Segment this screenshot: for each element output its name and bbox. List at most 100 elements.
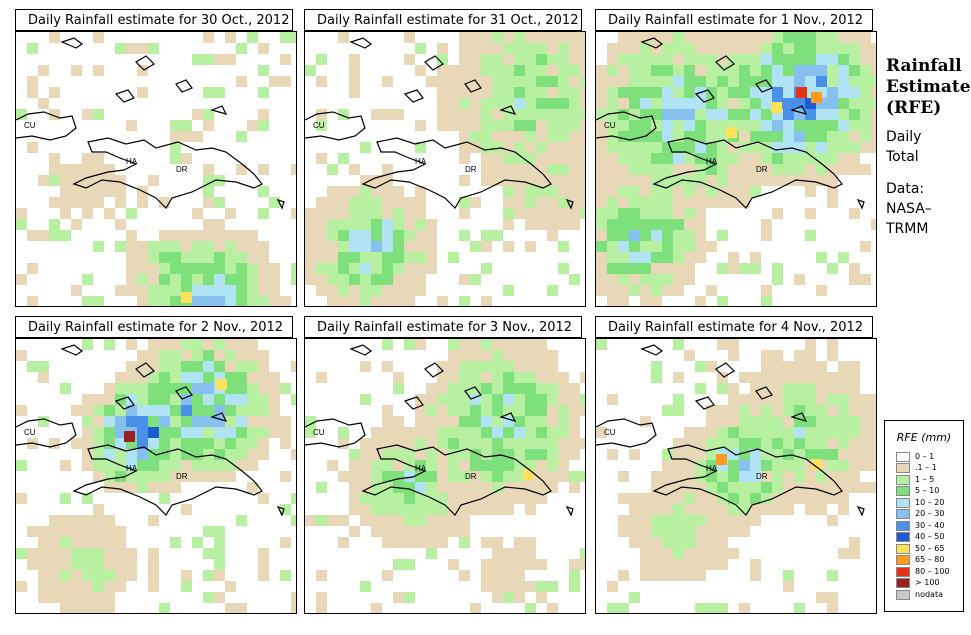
rainfall-cell	[503, 87, 514, 98]
rainfall-cell	[126, 120, 137, 131]
rainfall-cell	[503, 109, 514, 120]
rainfall-cell	[838, 504, 849, 515]
rainfall-cell	[662, 142, 673, 153]
rainfall-cell	[739, 471, 750, 482]
rainfall-cell	[525, 131, 536, 142]
rainfall-cell	[137, 460, 148, 471]
rainfall-cell	[618, 296, 629, 306]
rainfall-cell	[849, 131, 860, 142]
rainfall-cell	[794, 164, 805, 175]
rainfall-cell	[492, 361, 503, 372]
rainfall-cell	[280, 570, 291, 581]
rainfall-cell	[316, 109, 327, 120]
rainfall-cell	[558, 87, 569, 98]
rainfall-cell	[38, 537, 49, 548]
rainfall-cell	[203, 405, 214, 416]
rainfall-cell	[503, 65, 514, 76]
rainfall-cell	[805, 120, 816, 131]
rainfall-cell	[481, 449, 492, 460]
rainfall-cell	[82, 603, 93, 613]
rainfall-cell	[805, 186, 816, 197]
rainfall-cell	[459, 372, 470, 383]
rainfall-cell	[728, 405, 739, 416]
rainfall-cell	[126, 570, 137, 581]
rainfall-cell	[291, 164, 296, 175]
rainfall-cell	[684, 350, 695, 361]
rainfall-cell	[805, 43, 816, 54]
rainfall-cell	[481, 460, 492, 471]
rainfall-cell	[415, 504, 426, 515]
rainfall-cell	[481, 471, 492, 482]
rainfall-cell	[827, 493, 838, 504]
rainfall-cell	[580, 131, 585, 142]
rainfall-cell	[536, 76, 547, 87]
rainfall-cell	[426, 515, 437, 526]
rainfall-cell	[750, 570, 761, 581]
rainfall-cell	[360, 142, 371, 153]
rainfall-cell	[236, 274, 247, 285]
rainfall-cell	[280, 416, 291, 427]
rainfall-cell	[415, 241, 426, 252]
coastline	[652, 444, 843, 516]
rainfall-cell	[93, 186, 104, 197]
rainfall-cell	[382, 471, 393, 482]
rainfall-cell	[629, 285, 640, 296]
rainfall-cell	[192, 285, 203, 296]
rainfall-cell	[673, 109, 684, 120]
rainfall-cell	[82, 526, 93, 537]
rainfall-cell	[739, 32, 750, 43]
rainfall-cell	[860, 32, 871, 43]
rainfall-cell	[651, 548, 662, 559]
rainfall-cell	[503, 350, 514, 361]
rainfall-cell	[203, 285, 214, 296]
rainfall-cell	[871, 142, 876, 153]
rainfall-cell	[426, 427, 437, 438]
rainfall-cell	[470, 109, 481, 120]
rainfall-cell	[717, 109, 728, 120]
rainfall-cell	[236, 603, 247, 613]
rainfall-cell	[662, 76, 673, 87]
rainfall-cell	[247, 274, 258, 285]
rainfall-cell	[269, 274, 280, 285]
coastline	[565, 198, 574, 210]
rainfall-cell	[338, 219, 349, 230]
rainfall-cell	[459, 120, 470, 131]
rainfall-cell	[629, 131, 640, 142]
rainfall-cell	[305, 208, 316, 219]
rainfall-cell	[673, 120, 684, 131]
rainfall-cell	[38, 548, 49, 559]
rainfall-cell	[761, 438, 772, 449]
rainfall-cell	[794, 131, 805, 142]
rainfall-cell	[93, 175, 104, 186]
rainfall-cell	[728, 120, 739, 131]
rainfall-cell	[258, 164, 269, 175]
panel-title: Daily Rainfall estimate for 2 Nov., 2012	[15, 316, 293, 338]
rainfall-cell	[827, 109, 838, 120]
rainfall-cell	[695, 54, 706, 65]
rainfall-cell	[618, 493, 629, 504]
rainfall-cell	[247, 230, 258, 241]
rainfall-cell	[470, 32, 481, 43]
rainfall-cell	[871, 427, 876, 438]
rainfall-cell	[360, 285, 371, 296]
rainfall-cell	[349, 296, 360, 306]
rainfall-cell	[673, 438, 684, 449]
rainfall-cell	[258, 43, 269, 54]
rainfall-cell	[470, 120, 481, 131]
rainfall-cell	[640, 76, 651, 87]
rainfall-cell	[569, 175, 580, 186]
rainfall-cell	[192, 383, 203, 394]
rainfall-cell	[640, 175, 651, 186]
rainfall-cell	[492, 164, 503, 175]
rainfall-cell	[525, 87, 536, 98]
rainfall-cell	[651, 32, 662, 43]
rainfall-cell	[305, 263, 316, 274]
rainfall-cell	[805, 361, 816, 372]
rainfall-cell	[536, 361, 547, 372]
rainfall-cell	[404, 252, 415, 263]
rainfall-cell	[159, 285, 170, 296]
rainfall-cell	[371, 230, 382, 241]
rainfall-cell	[448, 515, 459, 526]
rainfall-cell	[481, 405, 492, 416]
